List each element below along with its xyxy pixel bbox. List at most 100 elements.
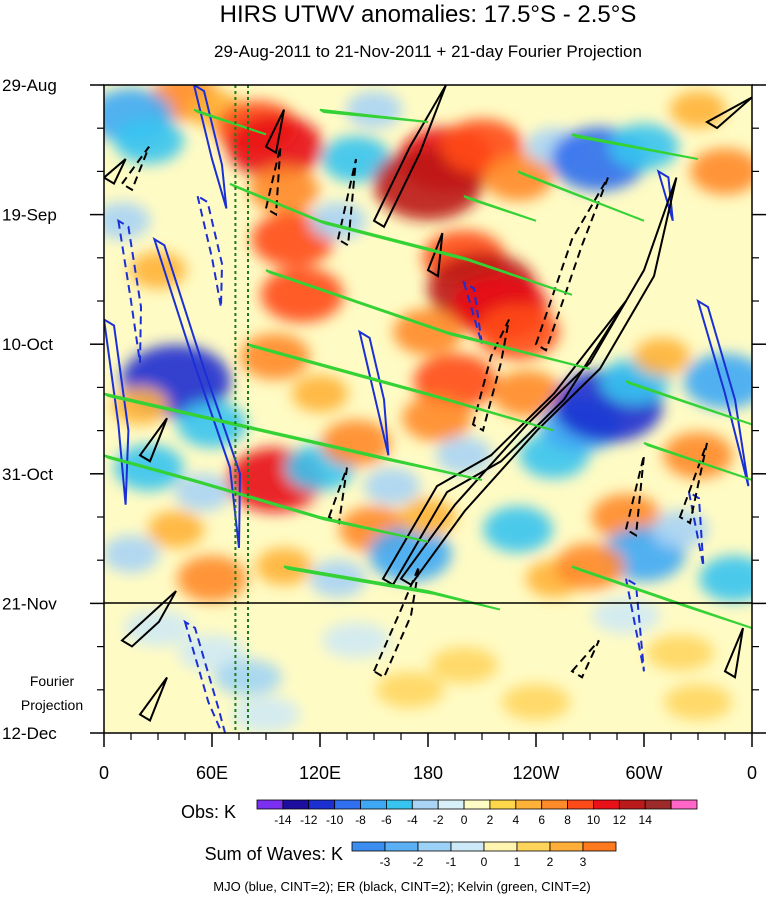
anomaly-patch [114, 117, 184, 164]
anomaly-patch [402, 395, 472, 442]
waves-colorbar-tick-label: -2 [413, 855, 424, 869]
er-contour [534, 177, 609, 352]
projection-patch [178, 634, 246, 671]
obs-colorbar-tick-label: -6 [381, 813, 392, 827]
wave-contours [104, 85, 752, 733]
er-contour [471, 319, 510, 432]
projection-patch [502, 684, 570, 721]
projection-label-line-2: Projection [21, 697, 83, 713]
obs-colorbar-tick-label: 8 [564, 813, 571, 827]
obs-colorbar-tick-label: -2 [433, 813, 444, 827]
er-contour [138, 417, 168, 463]
er-contour [372, 565, 420, 679]
kelvin-contour [517, 170, 645, 222]
anomaly-patch [483, 506, 553, 553]
waves-colorbar-swatch [351, 841, 386, 852]
waves-colorbar-swatch [549, 841, 584, 852]
obs-colorbar-tick-label: 14 [639, 813, 653, 827]
kelvin-contour [104, 454, 429, 543]
obs-colorbar-tick-label: -10 [326, 813, 344, 827]
er-contour [372, 85, 447, 229]
anomaly-patch [363, 467, 421, 505]
er-contour [120, 146, 150, 192]
obs-colorbar-swatch [670, 799, 698, 810]
mjo-contour [192, 85, 228, 209]
waves-colorbar-tick-label: 1 [514, 855, 521, 869]
kelvin-contour [571, 565, 752, 630]
waves-colorbar-tick-label: -1 [446, 855, 457, 869]
y-tick-label: 21-Nov [2, 594, 57, 613]
anomaly-patch [393, 308, 463, 356]
anomaly-patch [147, 510, 205, 549]
anomaly-patch [260, 267, 344, 323]
anomaly-patch [291, 374, 349, 413]
mjo-contour [104, 318, 130, 505]
anomaly-patch [399, 498, 457, 536]
projection-patch [376, 671, 444, 708]
waves-colorbar-tick-label: 2 [547, 855, 554, 869]
kelvin-contour [265, 269, 591, 370]
obs-colorbar-swatch [463, 799, 491, 810]
obs-colorbar-tick-label: -8 [355, 813, 366, 827]
mjo-contour [624, 576, 645, 672]
obs-colorbar-tick-label: 0 [461, 813, 468, 827]
anomaly-patch [345, 90, 403, 129]
obs-colorbar-swatch [489, 799, 517, 810]
obs-colorbar-tick-label: -12 [300, 813, 318, 827]
obs-colorbar-tick-label: 4 [512, 813, 519, 827]
x-tick-label: 120W [512, 763, 559, 783]
waves-colorbar-swatch [450, 841, 485, 852]
waves-colorbar-tick-label: -3 [380, 855, 391, 869]
obs-colorbar-swatch [618, 799, 646, 810]
projection-patch [646, 634, 714, 671]
waves-colorbar-swatch [483, 841, 518, 852]
er-contour [399, 177, 678, 587]
obs-colorbar-swatch [593, 799, 620, 810]
kelvin-contour [229, 182, 573, 296]
anomaly-patch [240, 333, 310, 380]
kelvin-contour [104, 392, 483, 481]
y-tick-label: 29-Aug [2, 76, 57, 95]
chart-subtitle: 29-Aug-2011 to 21-Nov-2011 + 21-day Four… [214, 42, 642, 61]
obs-colorbar-swatch [282, 799, 310, 810]
obs-colorbar-swatch [567, 799, 594, 810]
anomaly-patch [669, 90, 727, 129]
meridian-markers [234, 85, 249, 733]
mjo-contour [117, 218, 143, 363]
mjo-contour [152, 237, 242, 548]
obs-colorbar-swatch [437, 799, 465, 810]
anomaly-patch [633, 337, 691, 376]
anomaly-patch [663, 432, 733, 479]
anomaly-patch [690, 148, 752, 195]
waves-colorbar: -3 -2 -1 0 1 2 3 [351, 841, 617, 869]
anomaly-patch [609, 123, 679, 170]
x-tick-label: 180 [413, 763, 443, 783]
waves-colorbar-swatch [582, 841, 617, 852]
obs-colorbar-swatch [360, 799, 387, 810]
anomaly-patch [227, 114, 323, 179]
kelvin-contour [643, 441, 752, 481]
kelvin-contour [319, 108, 429, 124]
anomaly-patch [683, 353, 752, 409]
kelvin-contour [463, 195, 537, 222]
anomaly-patch [483, 154, 553, 201]
y-tick-label: 10-Oct [2, 335, 53, 354]
x-tick-label: 0 [747, 763, 757, 783]
projection-patch [664, 684, 732, 721]
projection-patch [592, 597, 660, 634]
anomaly-patch [699, 555, 752, 602]
waves-colorbar-tick-label: 3 [580, 855, 587, 869]
obs-colorbar-swatch [541, 799, 568, 810]
y-axis: 29-Aug 19-Sep 10-Oct 31-Oct 21-Nov 12-Dec [2, 76, 766, 743]
x-tick-label: 60E [196, 763, 228, 783]
mjo-contour [196, 194, 224, 308]
obs-colorbar-swatch [386, 799, 413, 810]
obs-colorbar-swatch [256, 799, 284, 810]
obs-colorbar-swatch [644, 799, 672, 810]
anomaly-patch [177, 401, 247, 448]
obs-colorbar-label: Obs: K [181, 802, 236, 822]
kelvin-contour [571, 133, 699, 161]
x-tick-label: 0 [99, 763, 109, 783]
waves-colorbar-swatch [417, 841, 452, 852]
